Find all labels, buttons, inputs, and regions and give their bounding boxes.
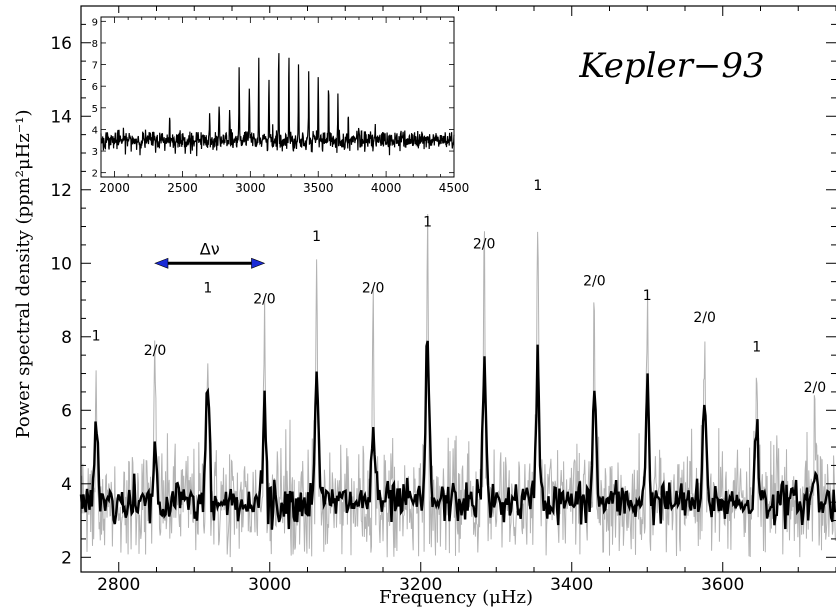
mode-label: 1 bbox=[423, 215, 432, 231]
inset-x-tick-label: 2000 bbox=[99, 181, 130, 195]
y-tick-label: 14 bbox=[50, 107, 72, 127]
inset-y-tick-label: 4 bbox=[92, 125, 98, 136]
mode-label: 2/0 bbox=[253, 292, 276, 308]
inset-x-tick-label: 4500 bbox=[439, 181, 470, 195]
inset-y-tick-label: 3 bbox=[92, 147, 98, 158]
mode-label: 2/0 bbox=[362, 281, 385, 297]
inset-plot: 2000 2500 3000 3500 4000 4500 2 3 4 5 6 7 8 9 bbox=[92, 13, 470, 195]
x-tick-label: 3400 bbox=[550, 575, 593, 595]
inset-y-tick-label: 2 bbox=[92, 169, 98, 180]
inset-background bbox=[95, 13, 460, 195]
y-tick-label: 8 bbox=[61, 328, 72, 348]
mode-label: 1 bbox=[752, 339, 761, 355]
inset-x-tick-label: 3000 bbox=[235, 181, 266, 195]
mode-label: 2/0 bbox=[144, 343, 167, 359]
y-tick-label: 12 bbox=[50, 181, 72, 201]
mode-label: 1 bbox=[533, 178, 542, 194]
y-tick-label: 16 bbox=[50, 34, 72, 54]
inset-y-tick-label: 9 bbox=[92, 17, 98, 28]
inset-y-tick-label: 5 bbox=[92, 104, 98, 115]
inset-x-tick-label: 2500 bbox=[167, 181, 198, 195]
x-tick-label: 3600 bbox=[701, 575, 744, 595]
mode-label: 1 bbox=[643, 288, 652, 304]
y-tick-label: 10 bbox=[50, 254, 72, 274]
mode-label: 2/0 bbox=[473, 237, 496, 253]
y-tick-label: 6 bbox=[61, 401, 72, 421]
mode-label: 2/0 bbox=[583, 273, 606, 289]
x-tick-label: 3000 bbox=[248, 575, 291, 595]
mode-label: 2/0 bbox=[804, 380, 827, 396]
inset-y-tick-label: 6 bbox=[92, 82, 98, 93]
y-tick-label: 2 bbox=[61, 548, 72, 568]
y-tick-label: 4 bbox=[61, 475, 72, 495]
inset-x-tick-label: 3500 bbox=[303, 181, 334, 195]
delta-nu-label: Δν bbox=[200, 239, 220, 258]
mode-label: 1 bbox=[203, 281, 212, 297]
star-label: Kepler−93 bbox=[578, 46, 764, 86]
x-axis-label: Frequency (μHz) bbox=[379, 587, 533, 608]
y-axis-label: Power spectral density (ppm²μHz⁻¹) bbox=[13, 109, 34, 438]
mode-label: 1 bbox=[92, 328, 101, 344]
mode-label: 2/0 bbox=[693, 310, 716, 326]
inset-y-tick-label: 8 bbox=[92, 39, 98, 50]
inset-x-tick-label: 4000 bbox=[371, 181, 402, 195]
inset-y-tick-label: 7 bbox=[92, 61, 98, 72]
x-tick-label: 2800 bbox=[97, 575, 140, 595]
mode-label: 1 bbox=[312, 229, 321, 245]
